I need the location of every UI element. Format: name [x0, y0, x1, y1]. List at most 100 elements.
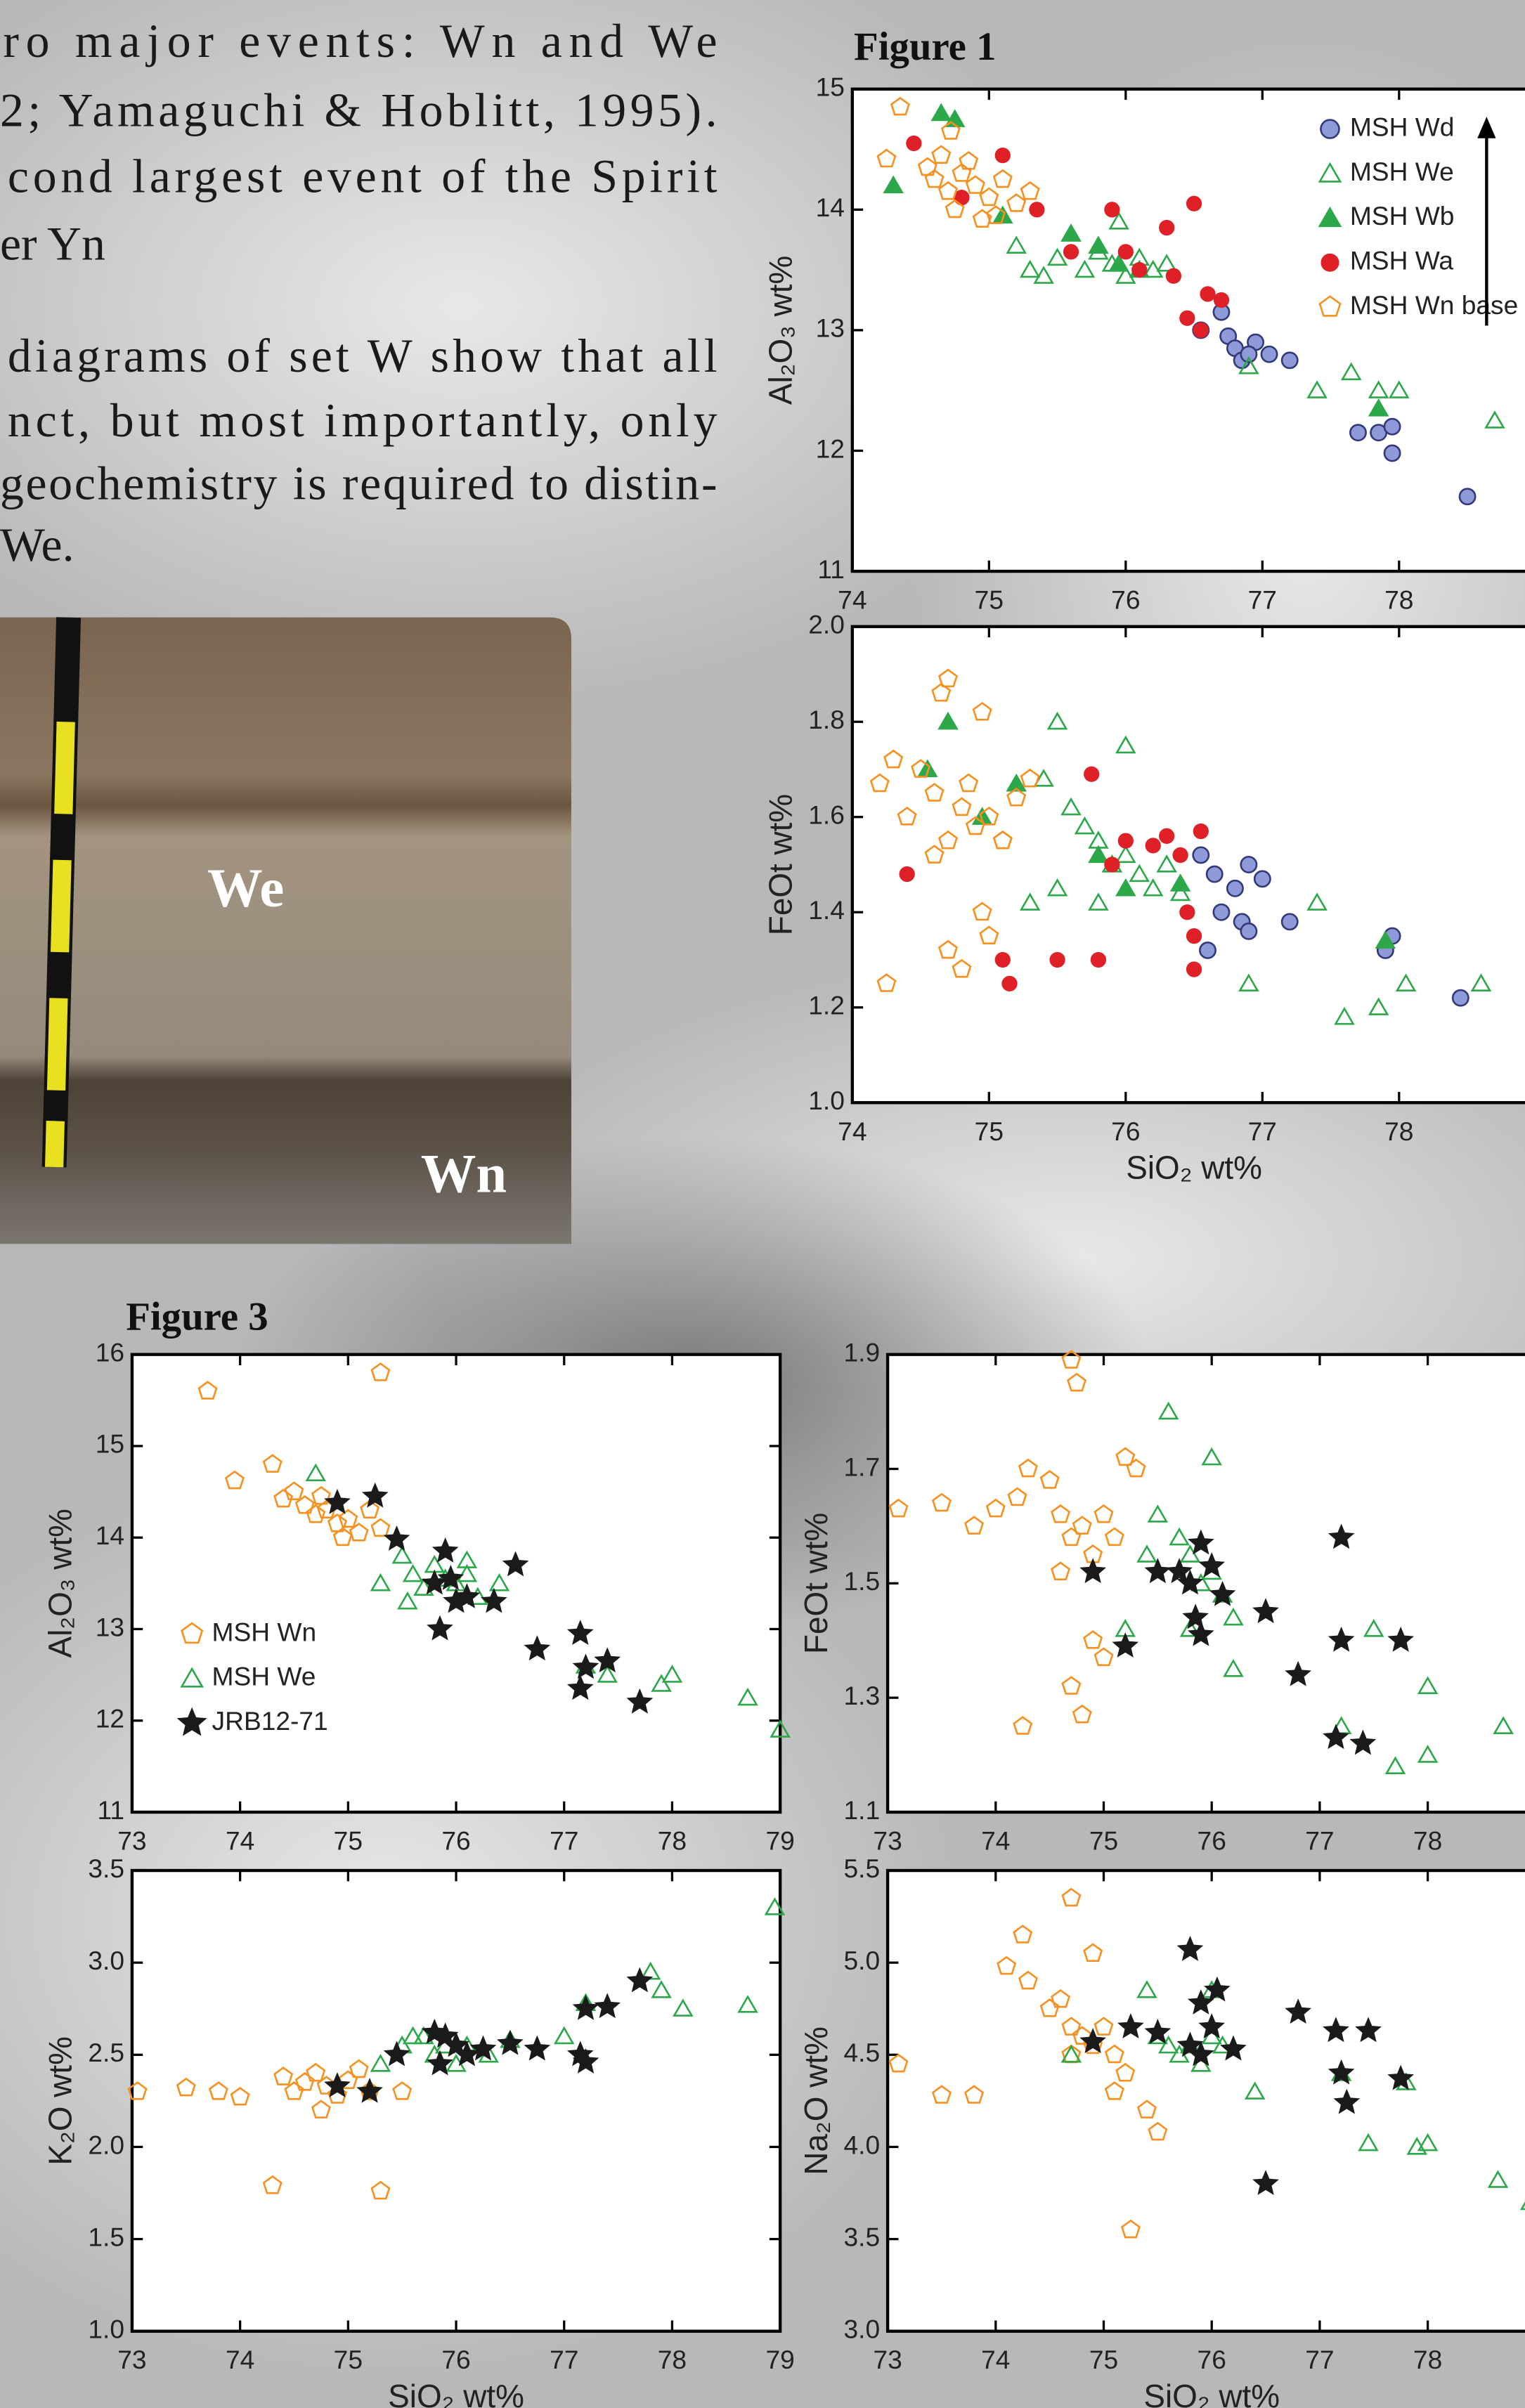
- x-tick-label: 75: [1089, 1826, 1118, 1856]
- legend-label: MSH Wb: [1350, 201, 1455, 230]
- y-tick-label: 1.5: [88, 2222, 124, 2251]
- legend-label: MSH We: [1350, 157, 1454, 186]
- poster: We Wn Figure 1 Figure 3 ro major events:…: [0, 0, 1525, 2408]
- y-tick-label: 11: [817, 554, 845, 584]
- y-tick-label: 15: [816, 72, 845, 102]
- data-point: [1193, 323, 1209, 338]
- x-tick-label: 78: [1384, 1117, 1413, 1146]
- y-tick-label: 16: [96, 1337, 124, 1367]
- data-point: [1207, 866, 1222, 882]
- x-tick-label: 76: [441, 2345, 470, 2374]
- plot-area: [888, 1870, 1525, 2331]
- y-axis-label: FeOt wt%: [798, 1513, 834, 1654]
- data-point: [1104, 857, 1120, 872]
- y-tick-label: 15: [96, 1429, 124, 1459]
- y-tick-label: 1.8: [808, 705, 845, 734]
- figure-title: Figure 3: [126, 1295, 268, 1339]
- y-tick-label: 5.0: [844, 1946, 881, 1975]
- y-tick-label: 1.4: [808, 895, 845, 925]
- data-point: [1179, 904, 1195, 920]
- data-point: [1453, 990, 1468, 1005]
- x-tick-label: 77: [550, 2345, 578, 2374]
- data-point: [1241, 857, 1257, 872]
- data-point: [1193, 824, 1209, 839]
- data-point: [1186, 961, 1202, 977]
- x-tick-label: 74: [226, 2345, 254, 2374]
- x-tick-label: 76: [1198, 2345, 1226, 2374]
- data-point: [1254, 871, 1270, 887]
- data-point: [995, 148, 1011, 163]
- data-point: [899, 866, 914, 882]
- x-tick-label: 75: [1089, 2345, 1118, 2374]
- legend-label: MSH Wa: [1350, 246, 1454, 275]
- x-tick-label: 73: [873, 2345, 902, 2374]
- x-tick-label: 77: [550, 1826, 578, 1856]
- chart: 7374757677783.03.54.04.55.05.5Na₂O wt%Si…: [798, 1854, 1525, 2408]
- data-point: [1193, 847, 1209, 863]
- x-tick-label: 76: [1198, 1826, 1226, 1856]
- plot-area: [132, 1870, 780, 2331]
- chart: 7374757677781.11.31.51.71.9FeOt wt%: [798, 1337, 1525, 1855]
- y-tick-label: 12: [816, 434, 845, 463]
- data-point: [1214, 904, 1229, 920]
- y-tick-label: 12: [96, 1704, 124, 1733]
- legend-label: MSH Wn base: [1350, 290, 1518, 320]
- x-tick-label: 73: [873, 1826, 902, 1856]
- data-point: [1131, 262, 1147, 278]
- y-axis-label: FeOt wt%: [762, 794, 799, 935]
- photo-label: Wn: [421, 1144, 507, 1205]
- x-tick-label: 78: [1413, 1826, 1442, 1856]
- y-tick-label: 1.1: [844, 1795, 881, 1825]
- page: {"text": {"lines": ["ro major events: Wn…: [0, 0, 1525, 2408]
- x-tick-label: 78: [658, 1826, 687, 1856]
- chart: 74757677781.01.21.41.61.82.0FeOt wt%SiO₂…: [762, 610, 1525, 1186]
- x-tick-label: 79: [765, 2345, 794, 2374]
- data-point: [1063, 244, 1079, 259]
- x-tick-label: 76: [1111, 1117, 1140, 1146]
- data-point: [1200, 286, 1215, 301]
- chart: 74757677781112131415Al₂O₃ wt%MSH WdMSH W…: [762, 72, 1525, 615]
- data-point: [1118, 833, 1134, 848]
- x-tick-label: 75: [334, 2345, 363, 2374]
- data-point: [1159, 828, 1174, 844]
- legend-label: MSH We: [212, 1662, 316, 1691]
- y-axis-label: Na₂O wt%: [798, 2026, 834, 2175]
- y-tick-label: 13: [816, 313, 845, 343]
- y-tick-label: 3.0: [844, 2315, 881, 2344]
- x-tick-label: 75: [975, 585, 1004, 615]
- y-tick-label: 11: [97, 1795, 124, 1825]
- data-point: [1460, 489, 1475, 505]
- chart: 737475767778791.01.52.02.53.03.5K₂O wt%S…: [42, 1854, 795, 2408]
- x-tick-label: 74: [226, 1826, 254, 1856]
- data-point: [1200, 942, 1215, 958]
- data-point: [1084, 767, 1099, 782]
- legend-label: JRB12-71: [212, 1706, 328, 1736]
- y-axis-label: Al₂O₃ wt%: [42, 1509, 79, 1658]
- body-text-line: nct, but most importantly, only: [8, 394, 718, 447]
- data-point: [1179, 311, 1195, 326]
- y-tick-label: 14: [816, 193, 845, 222]
- data-point: [1146, 838, 1161, 853]
- y-axis-label: Al₂O₃ wt%: [762, 256, 799, 405]
- x-tick-label: 77: [1248, 585, 1277, 615]
- y-axis-label: K₂O wt%: [42, 2036, 79, 2166]
- y-tick-label: 1.6: [808, 800, 845, 830]
- y-tick-label: 1.0: [808, 1086, 845, 1115]
- body-text-line: 2; Yamaguchi & Hoblitt, 1995).: [0, 84, 718, 136]
- data-point: [1350, 425, 1365, 441]
- x-axis-label: SiO₂ wt%: [1126, 1150, 1262, 1186]
- y-tick-label: 3.5: [844, 2222, 881, 2251]
- legend-marker: [1320, 120, 1339, 138]
- y-tick-label: 4.5: [844, 2038, 881, 2067]
- data-point: [1214, 292, 1229, 308]
- body-text-line: ro major events: Wn and We: [3, 15, 717, 67]
- data-point: [1172, 847, 1188, 863]
- figure-title: Figure 1: [854, 25, 997, 69]
- data-point: [1282, 353, 1297, 368]
- x-tick-label: 79: [765, 1826, 794, 1856]
- y-tick-label: 3.5: [88, 1854, 124, 1883]
- legend-marker: [1320, 254, 1339, 272]
- data-point: [1261, 346, 1277, 362]
- y-tick-label: 13: [96, 1612, 124, 1641]
- x-axis-label: SiO₂ wt%: [1143, 2378, 1280, 2408]
